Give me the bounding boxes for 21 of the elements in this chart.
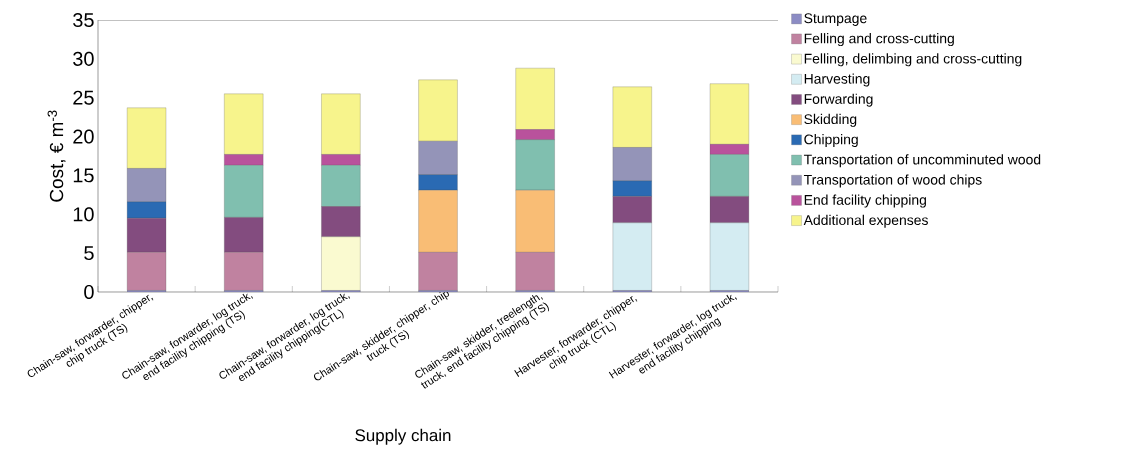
y-tick-label: 20: [73, 129, 94, 144]
legend-label: End facility chipping: [804, 194, 926, 208]
legend-label: Additional expenses: [803, 214, 928, 228]
legend-label: Transportation of uncomminuted wood: [803, 154, 1041, 168]
legend-label: Stumpage: [804, 13, 867, 26]
legend-label: Forwarding: [804, 93, 873, 107]
y-tick-label: 30: [73, 51, 94, 66]
legend-label: Felling, delimbing and cross-cutting: [804, 53, 1022, 67]
legend-label: Skidding: [804, 113, 857, 127]
y-tick-label: 5: [84, 246, 94, 261]
legend-label: Chipping: [804, 134, 858, 148]
y-axis-title: Cost, € m$^{-3}$: [47, 110, 66, 202]
legend-label: Felling and cross-cutting: [804, 33, 954, 47]
y-tick-label: 35: [73, 12, 94, 28]
legend-label: Harvesting: [804, 73, 870, 87]
y-tick-label: 25: [73, 90, 94, 105]
legend-label: Transportation of wood chips: [803, 174, 982, 188]
y-tick-label: 15: [73, 168, 94, 183]
y-tick-label: 10: [73, 207, 94, 222]
y-tick-label: 0: [84, 284, 94, 300]
x-axis-title: Supply chain: [355, 428, 451, 445]
